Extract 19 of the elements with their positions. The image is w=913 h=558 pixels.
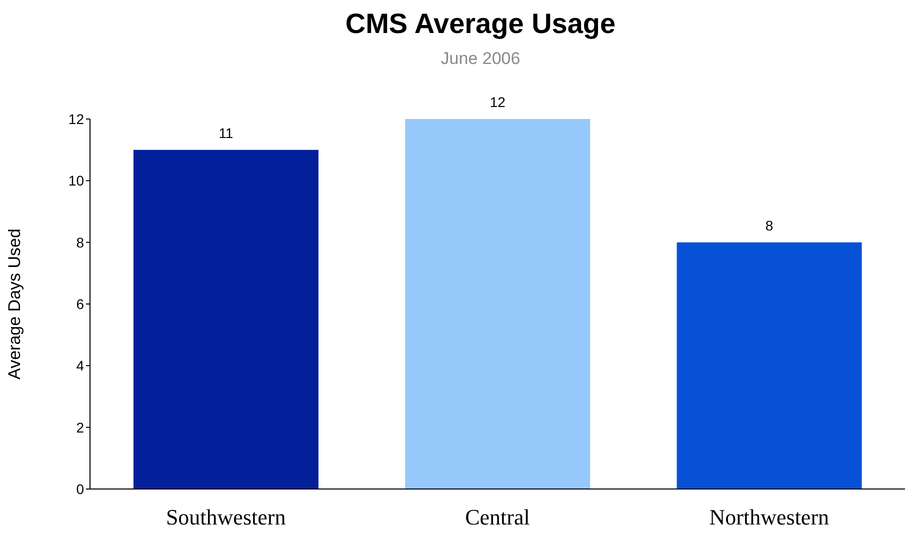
- data-label: 11: [218, 124, 234, 141]
- data-label: 12: [490, 94, 506, 110]
- data-label: 8: [765, 217, 774, 234]
- x-tick-label: Southwestern: [166, 504, 286, 530]
- bar: [133, 150, 318, 489]
- y-tick-label: 12: [68, 110, 84, 127]
- x-tick-label: Northwestern: [709, 504, 830, 530]
- y-tick-label: 2: [76, 419, 84, 436]
- chart-subtitle: June 2006: [440, 48, 522, 70]
- y-tick-label: 6: [76, 296, 84, 312]
- y-axis-title: Average Days Used: [5, 228, 24, 380]
- bar: [676, 242, 862, 489]
- y-tick-label: 10: [68, 172, 84, 189]
- y-tick-label: 4: [76, 358, 84, 374]
- x-tick-label: Central: [465, 504, 530, 530]
- chart-title: CMS Average Usage: [344, 8, 617, 41]
- bar: [405, 119, 590, 489]
- y-tick-label: 8: [76, 234, 84, 250]
- y-tick-label: 0: [76, 480, 84, 497]
